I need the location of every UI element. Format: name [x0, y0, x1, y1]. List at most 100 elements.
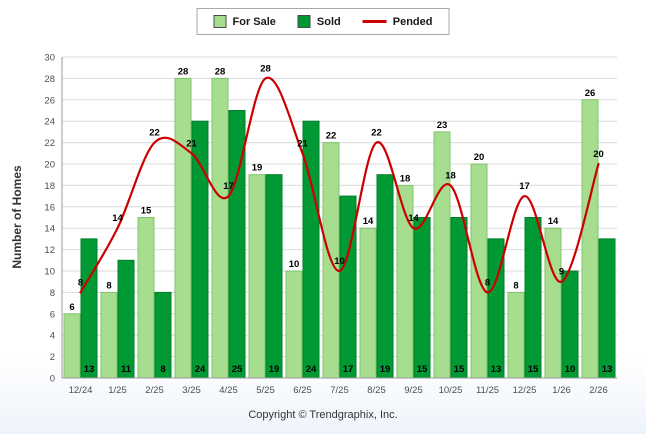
bar-for-sale [359, 227, 377, 379]
pended-value-label: 14 [408, 213, 419, 224]
bar-value-label: 17 [343, 364, 354, 375]
bar-sold [413, 217, 431, 379]
y-tick-label: 14 [44, 224, 55, 235]
bar-value-label: 25 [232, 364, 243, 375]
y-tick-label: 16 [44, 202, 55, 213]
bar-value-label: 15 [417, 364, 428, 375]
bar-sold [265, 174, 283, 379]
bar-value-label: 19 [380, 364, 391, 375]
bar-value-label: 10 [289, 259, 300, 270]
pended-value-label: 10 [334, 256, 345, 267]
bar-for-sale [470, 163, 488, 379]
bar-value-label: 28 [215, 66, 226, 77]
pended-value-label: 28 [260, 63, 271, 74]
x-tick-label: 9/25 [404, 385, 423, 396]
legend-label-pended: Pended [392, 15, 433, 28]
chart-legend: For Sale Sold Pended [196, 8, 450, 35]
x-tick-label: 6/25 [293, 385, 312, 396]
legend-item-pended: Pended [362, 15, 433, 28]
bar-sold [191, 120, 209, 379]
bar-value-label: 24 [195, 364, 206, 375]
y-tick-label: 6 [50, 309, 55, 320]
bar-for-sale [433, 131, 451, 379]
pended-value-label: 17 [519, 181, 530, 192]
pended-value-label: 22 [371, 128, 382, 139]
bar-value-label: 8 [160, 364, 165, 375]
legend-item-sold: Sold [297, 15, 341, 28]
bar-value-label: 18 [400, 173, 411, 184]
bar-for-sale [211, 77, 229, 379]
bar-value-label: 10 [565, 364, 576, 375]
pended-value-label: 8 [485, 277, 490, 288]
y-tick-label: 24 [44, 117, 55, 128]
pended-value-label: 22 [149, 128, 160, 139]
bar-sold [561, 270, 579, 379]
bar-sold [376, 174, 394, 379]
x-tick-label: 8/25 [367, 385, 386, 396]
y-axis-title: Number of Homes [10, 165, 24, 269]
x-tick-label: 12/25 [513, 385, 537, 396]
y-tick-label: 4 [50, 331, 55, 342]
bar-for-sale [507, 291, 525, 379]
x-tick-label: 1/25 [108, 385, 127, 396]
bar-value-label: 22 [326, 131, 337, 142]
bar-value-label: 13 [602, 364, 613, 375]
y-tick-label: 20 [44, 160, 55, 171]
pended-line [79, 76, 600, 294]
bar-for-sale [63, 313, 81, 379]
bar-value-label: 14 [363, 216, 374, 227]
legend-label-sold: Sold [316, 15, 341, 28]
bar-for-sale [100, 291, 118, 379]
x-tick-label: 7/25 [330, 385, 349, 396]
bar-value-label: 15 [454, 364, 465, 375]
legend-item-for-sale: For Sale [213, 15, 276, 28]
x-tick-label: 11/25 [476, 385, 499, 396]
bar-value-label: 8 [106, 280, 111, 291]
y-tick-label: 2 [50, 352, 55, 363]
pended-value-label: 14 [112, 213, 123, 224]
bar-value-label: 26 [585, 88, 596, 99]
pended-line-swatch-icon [362, 20, 387, 23]
bar-value-label: 13 [84, 364, 95, 375]
bar-for-sale [581, 99, 599, 379]
bar-for-sale [174, 77, 192, 379]
bar-sold [339, 195, 357, 379]
bar-value-label: 23 [437, 120, 448, 131]
bar-value-label: 11 [121, 364, 132, 375]
y-tick-label: 22 [44, 138, 55, 149]
x-tick-label: 4/25 [219, 385, 238, 396]
bar-sold [524, 217, 542, 379]
pended-value-label: 20 [593, 149, 604, 160]
bar-for-sale [285, 270, 303, 379]
copyright-text: Copyright © Trendgraphix, Inc. [248, 409, 398, 421]
x-tick-label: 12/24 [69, 385, 93, 396]
y-tick-label: 10 [44, 267, 55, 278]
legend-label-for-sale: For Sale [232, 15, 276, 28]
y-tick-label: 12 [44, 245, 55, 256]
x-tick-label: 3/25 [182, 385, 201, 396]
bar-value-label: 15 [528, 364, 539, 375]
bar-value-label: 24 [306, 364, 317, 375]
bar-sold [117, 259, 135, 379]
bar-sold [450, 217, 468, 379]
y-tick-label: 8 [50, 288, 55, 299]
y-tick-label: 28 [44, 74, 55, 85]
pended-value-label: 18 [445, 170, 456, 181]
y-tick-label: 26 [44, 95, 55, 106]
bar-for-sale [137, 217, 155, 379]
bar-value-label: 8 [513, 280, 518, 291]
y-tick-label: 18 [44, 181, 55, 192]
bar-sold [598, 238, 616, 379]
bar-value-label: 19 [252, 163, 263, 174]
bar-value-label: 6 [69, 302, 74, 313]
y-tick-label: 30 [44, 53, 55, 64]
x-tick-label: 2/25 [145, 385, 164, 396]
bar-value-label: 15 [141, 206, 152, 217]
x-tick-label: 1/26 [552, 385, 571, 396]
bar-value-label: 13 [491, 364, 502, 375]
bar-for-sale [248, 174, 266, 379]
bar-value-label: 19 [269, 364, 280, 375]
pended-value-label: 8 [78, 277, 83, 288]
x-tick-label: 2/26 [589, 385, 608, 396]
